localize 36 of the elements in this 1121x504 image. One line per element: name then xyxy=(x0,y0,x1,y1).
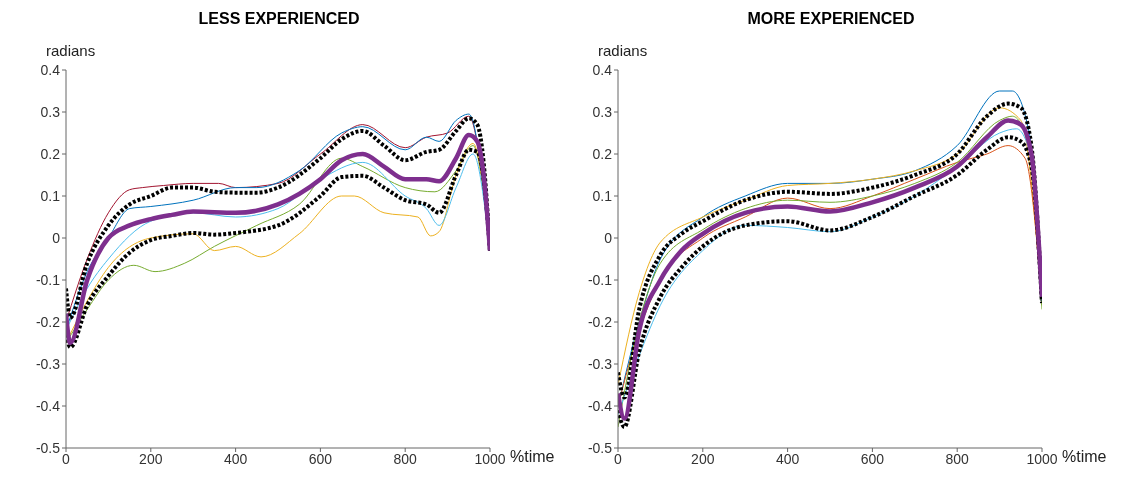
x-tick-label: 200 xyxy=(691,450,715,467)
y-tick-label: 0.4 xyxy=(592,61,613,78)
y-tick-label: 0.2 xyxy=(592,145,613,162)
y-tick-label: 0.1 xyxy=(592,187,613,204)
x-tick-label: 400 xyxy=(223,450,248,467)
x-tick-label: 1000 xyxy=(474,450,506,467)
chart-title: LESS EXPERIENCED xyxy=(197,10,361,28)
x-tick-label: 200 xyxy=(139,450,163,467)
y-tick-label: -0.1 xyxy=(35,271,61,288)
y-tick-label: -0.1 xyxy=(587,271,613,288)
y-tick-label: 0 xyxy=(52,229,61,246)
y-tick-label: -0.4 xyxy=(587,397,613,414)
y-tick-label: -0.5 xyxy=(35,439,61,456)
y-tick-label: -0.5 xyxy=(587,439,613,456)
x-tick-label: 800 xyxy=(393,450,418,467)
chart-title: MORE EXPERIENCED xyxy=(746,10,916,28)
x-tick-label: 800 xyxy=(945,450,970,467)
y-tick-label: 0.2 xyxy=(40,145,61,162)
y-tick-label: 0.4 xyxy=(40,61,61,78)
x-tick-label: 600 xyxy=(860,450,885,467)
y-axis-title: radians xyxy=(598,42,648,59)
x-tick-label: 1000 xyxy=(1026,450,1058,467)
y-tick-label: 0.3 xyxy=(40,103,61,120)
y-tick-label: -0.3 xyxy=(35,355,61,372)
y-tick-label: -0.2 xyxy=(587,313,613,330)
y-tick-label: 0.1 xyxy=(40,187,61,204)
x-axis-title: %time xyxy=(510,448,555,466)
y-tick-label: 0.3 xyxy=(592,103,613,120)
x-tick-label: 400 xyxy=(775,450,800,467)
y-tick-label: -0.3 xyxy=(587,355,613,372)
y-tick-label: 0 xyxy=(604,229,613,246)
y-tick-label: -0.2 xyxy=(35,313,61,330)
y-tick-label: -0.4 xyxy=(35,397,61,414)
y-axis-title: radians xyxy=(46,42,96,59)
x-axis-title: %time xyxy=(1062,448,1107,466)
x-tick-label: 600 xyxy=(308,450,333,467)
